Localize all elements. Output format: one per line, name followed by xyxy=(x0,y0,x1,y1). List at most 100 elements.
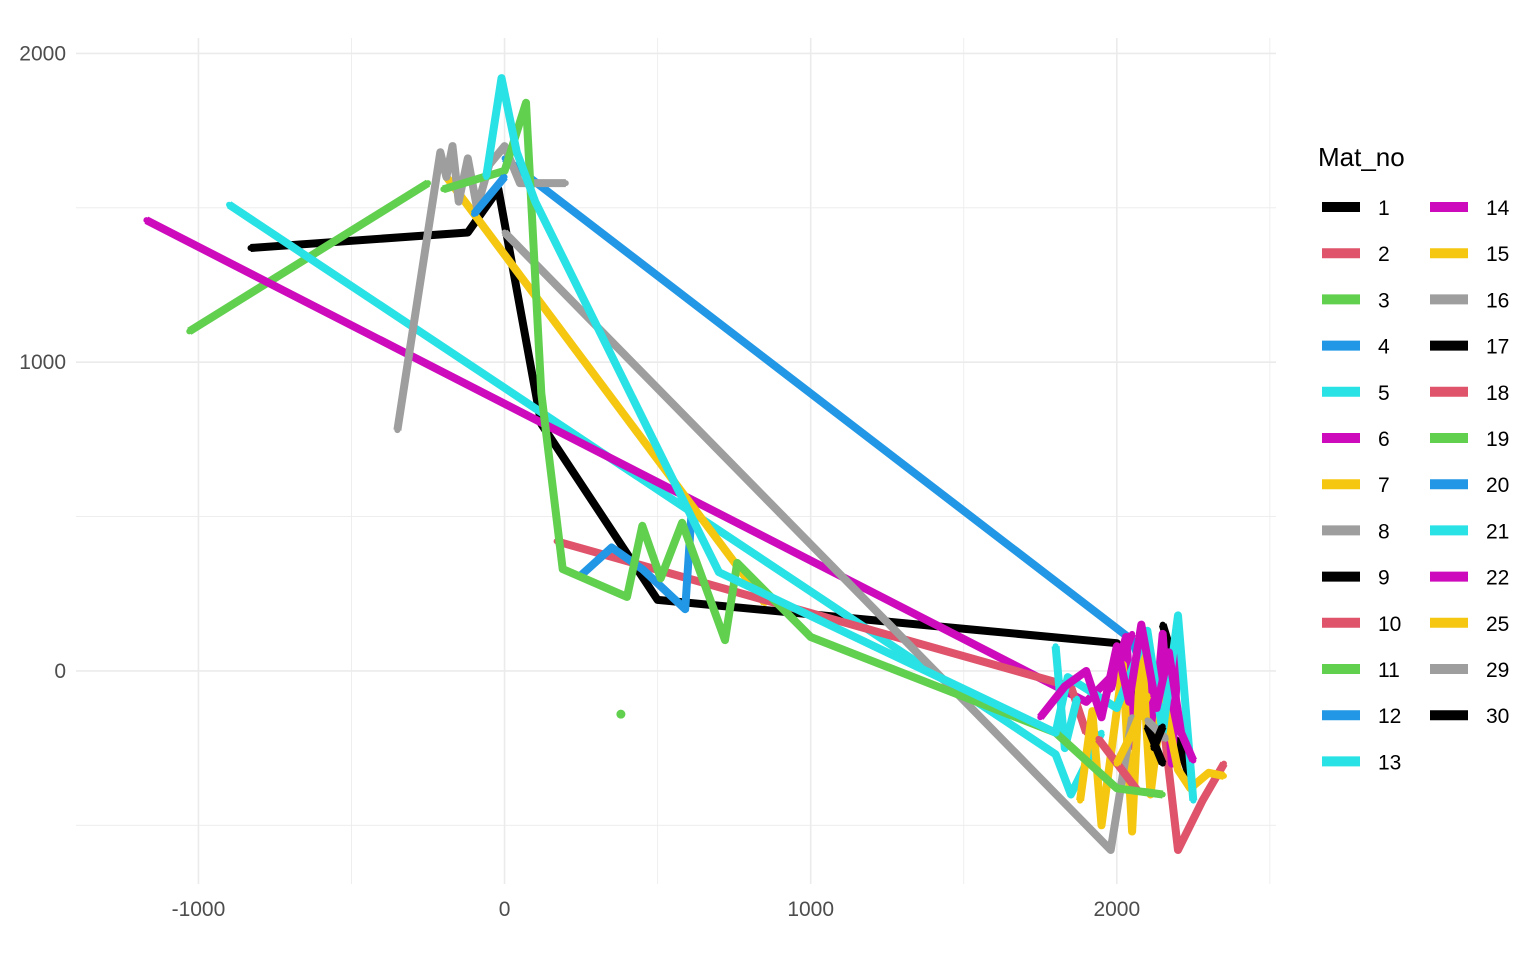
data-point xyxy=(1220,760,1227,767)
axis-ticks: -1000 0 1000 2000 0 1000 2000 xyxy=(19,42,1140,921)
data-point xyxy=(639,522,646,529)
data-point xyxy=(1110,729,1117,736)
x-tick-label: 0 xyxy=(499,898,511,921)
data-point xyxy=(1159,760,1166,767)
legend-title: Mat_no xyxy=(1318,142,1405,172)
data-point xyxy=(1113,643,1120,650)
legend-label-8: 8 xyxy=(1378,520,1390,543)
data-point xyxy=(501,173,508,180)
grid xyxy=(76,38,1276,884)
series-11 xyxy=(616,709,626,719)
legend-label-2: 2 xyxy=(1378,243,1390,266)
data-point xyxy=(624,593,631,600)
data-point xyxy=(721,637,728,644)
data-point xyxy=(1113,760,1120,767)
data-point xyxy=(425,180,432,187)
legend-label-29: 29 xyxy=(1486,659,1509,682)
data-point xyxy=(1052,751,1059,758)
data-point xyxy=(1153,705,1160,712)
data-point xyxy=(1089,708,1096,715)
data-point xyxy=(715,569,722,576)
series-22 xyxy=(1037,620,1197,764)
legend-label-21: 21 xyxy=(1486,520,1509,543)
legend-label-6: 6 xyxy=(1378,428,1390,451)
series-line xyxy=(1149,724,1167,750)
legend: Mat_no 123456789101112131415161718192021… xyxy=(1318,142,1510,774)
legend-label-9: 9 xyxy=(1378,567,1390,590)
legend-label-4: 4 xyxy=(1378,336,1390,359)
data-point xyxy=(734,559,741,566)
data-point xyxy=(1129,630,1136,637)
data-point xyxy=(1052,643,1059,650)
data-point xyxy=(1077,797,1084,804)
data-point xyxy=(532,198,539,205)
data-point xyxy=(501,143,508,150)
data-point xyxy=(513,149,520,156)
data-point xyxy=(501,167,508,174)
data-point xyxy=(470,210,477,217)
data-point xyxy=(639,566,646,573)
x-tick-label: 2000 xyxy=(1093,898,1140,921)
data-point xyxy=(1162,735,1169,742)
x-tick-label: 1000 xyxy=(787,898,834,921)
data-point xyxy=(1199,797,1206,804)
data-point xyxy=(523,99,529,106)
data-point xyxy=(443,173,450,180)
legend-label-14: 14 xyxy=(1486,197,1510,220)
x-tick-label: -1000 xyxy=(172,898,226,921)
data-point xyxy=(1159,630,1166,637)
data-point xyxy=(1052,729,1059,736)
data-point xyxy=(1098,714,1105,721)
data-point xyxy=(1095,735,1102,742)
data-point xyxy=(1144,692,1151,699)
legend-label-16: 16 xyxy=(1486,289,1509,312)
legend-label-20: 20 xyxy=(1486,474,1509,497)
data-point xyxy=(1144,717,1151,724)
legend-label-25: 25 xyxy=(1486,613,1509,636)
legend-label-15: 15 xyxy=(1486,243,1509,266)
y-tick-label: 2000 xyxy=(19,42,66,65)
data-point xyxy=(1190,757,1197,764)
series-line xyxy=(482,74,1198,801)
data-point xyxy=(516,180,523,187)
data-point xyxy=(1083,698,1090,705)
data-point xyxy=(1175,612,1182,619)
data-point xyxy=(608,544,615,551)
data-point xyxy=(498,75,505,82)
data-point xyxy=(483,173,490,180)
data-point xyxy=(1129,729,1136,736)
data-point xyxy=(1113,785,1120,792)
data-point xyxy=(807,633,814,640)
series-20 xyxy=(470,173,508,217)
series-line xyxy=(443,174,769,606)
legend-label-11: 11 xyxy=(1378,659,1400,682)
data-point xyxy=(247,244,254,251)
data-point xyxy=(616,709,626,719)
data-point xyxy=(1126,698,1133,705)
legend-label-13: 13 xyxy=(1378,751,1401,774)
data-point xyxy=(501,229,508,236)
data-point xyxy=(226,201,233,208)
legend-label-22: 22 xyxy=(1486,567,1509,590)
data-point xyxy=(143,217,150,224)
data-point xyxy=(547,180,554,187)
data-point xyxy=(1123,633,1129,640)
data-point xyxy=(682,606,689,613)
data-point xyxy=(1220,772,1227,779)
data-point xyxy=(679,519,686,526)
y-tick-label: 1000 xyxy=(19,351,66,374)
series-30 xyxy=(1149,723,1167,752)
series-4 xyxy=(501,155,1152,687)
data-point xyxy=(562,180,569,187)
data-point xyxy=(1074,695,1081,702)
data-point xyxy=(1159,723,1166,730)
data-point xyxy=(1159,621,1166,628)
legend-label-7: 7 xyxy=(1378,474,1390,497)
series-line xyxy=(470,174,508,217)
data-point xyxy=(1138,621,1145,628)
data-point xyxy=(440,186,447,193)
series-lines xyxy=(143,74,1228,854)
series-16 xyxy=(501,229,1137,854)
data-point xyxy=(1083,667,1090,674)
